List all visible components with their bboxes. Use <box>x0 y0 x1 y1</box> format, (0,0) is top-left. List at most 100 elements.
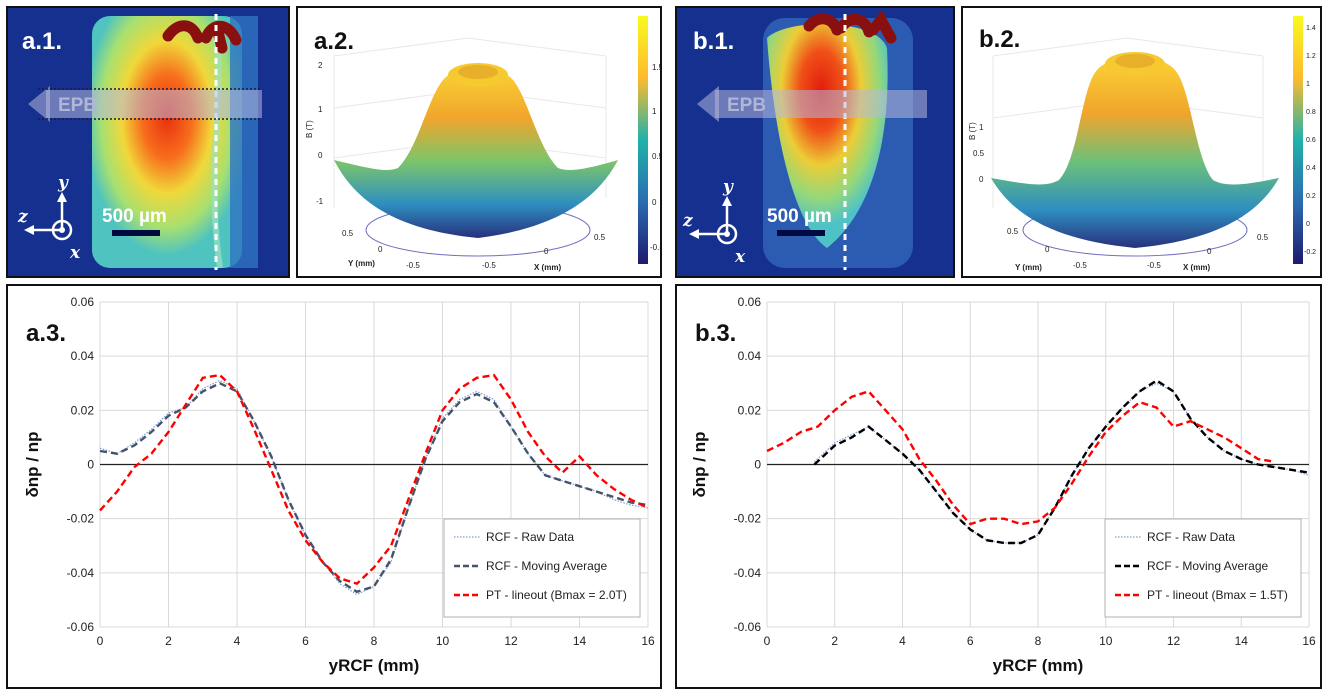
line-chart-a3: 0 2 4 6 8 10 12 14 16 0.06 0.04 0.02 0 -0.02 -0.04 -0.0… <box>23 295 655 675</box>
svg-text:0: 0 <box>1207 247 1212 256</box>
svg-text:1: 1 <box>1306 81 1310 88</box>
svg-text:-0.5: -0.5 <box>1147 261 1161 270</box>
epb-label-a1: EPB <box>58 95 97 116</box>
y-tick-label: -0.06 <box>67 620 95 634</box>
x-tick-label: 16 <box>1302 634 1316 648</box>
y-axis-label: δnp / np <box>23 431 42 497</box>
y-axis-label: δnp / np <box>690 431 709 497</box>
series-line-2 <box>766 390 1276 526</box>
legend-entry-1: RCF - Moving Average <box>486 559 607 573</box>
svg-text:0.6: 0.6 <box>1306 137 1316 144</box>
z-axis-label-a2: B (T) <box>305 120 314 138</box>
svg-text:-0.5: -0.5 <box>650 243 660 252</box>
colorbar-a2 <box>638 16 648 264</box>
panel-label-a1: a.1. <box>22 28 63 55</box>
svg-text:x: x <box>734 247 746 267</box>
svg-text:0: 0 <box>1045 245 1050 254</box>
svg-text:z: z <box>17 207 28 227</box>
panel-a1: EPB 500 µm y z x a.1. <box>6 6 290 278</box>
colorbar-b2 <box>1293 16 1303 264</box>
y-tick-label: -0.06 <box>734 620 762 634</box>
y-tick-label: -0.04 <box>734 566 762 580</box>
panel-a3: 0 2 4 6 8 10 12 14 16 0.06 0.04 0.02 0 -0.02 -0.04 -0.0… <box>6 284 662 689</box>
scale-bar-label-a1: 500 µm <box>102 206 167 227</box>
x-tick-label: 6 <box>302 634 309 648</box>
x-axis-label: yRCF (mm) <box>329 656 420 675</box>
svg-text:2: 2 <box>318 61 323 70</box>
x-axis-label: yRCF (mm) <box>993 656 1084 675</box>
x-tick-label: 4 <box>899 634 906 648</box>
panel-b1: EPB 500 µm y z x b.1. <box>675 6 955 278</box>
series-line-1 <box>813 379 1310 545</box>
x-tick-label: 2 <box>831 634 838 648</box>
x-tick-label: 8 <box>371 634 378 648</box>
legend-entry-2: PT - lineout (Bmax = 2.0T) <box>486 588 627 602</box>
y-axis-label-b2: Y (mm) <box>1015 263 1042 272</box>
y-tick-label: -0.02 <box>67 512 95 526</box>
svg-text:-0.2: -0.2 <box>1304 249 1316 256</box>
svg-text:0.5: 0.5 <box>1257 233 1269 242</box>
series-line-1 <box>99 381 649 594</box>
svg-text:0.5: 0.5 <box>973 149 985 158</box>
x-tick-label: 14 <box>1235 634 1249 648</box>
svg-text:1.5: 1.5 <box>652 63 660 72</box>
surface-plot-a2: 1.5 1 0.5 0 -0.5 2 1 0 -1 B (T) 0.5 0 -0… <box>305 16 660 272</box>
panel-label-b2: b.2. <box>979 26 1021 53</box>
svg-text:1: 1 <box>979 123 984 132</box>
svg-text:0: 0 <box>318 151 323 160</box>
svg-text:1.2: 1.2 <box>1306 53 1316 60</box>
svg-text:1: 1 <box>652 107 657 116</box>
svg-text:0: 0 <box>544 247 549 256</box>
svg-text:x: x <box>69 243 81 263</box>
x-tick-label: 14 <box>573 634 587 648</box>
svg-text:y: y <box>722 177 734 197</box>
svg-text:0.4: 0.4 <box>1306 165 1316 172</box>
x-axis-label-b2: X (mm) <box>1183 263 1210 272</box>
svg-text:z: z <box>682 211 693 231</box>
scale-bar-a1 <box>112 230 160 236</box>
panel-label-a3: a.3. <box>26 320 67 347</box>
svg-text:0.5: 0.5 <box>342 229 354 238</box>
y-tick-label: 0 <box>87 458 94 472</box>
y-tick-label: 0.06 <box>71 295 95 309</box>
x-tick-label: 0 <box>97 634 104 648</box>
legend-entry-2: PT - lineout (Bmax = 1.5T) <box>1147 588 1288 602</box>
x-tick-label: 6 <box>967 634 974 648</box>
legend-entry-0: RCF - Raw Data <box>1147 530 1235 544</box>
svg-text:0.5: 0.5 <box>594 233 606 242</box>
y-tick-label: 0.02 <box>71 403 95 417</box>
svg-text:0.5: 0.5 <box>1007 227 1019 236</box>
y-tick-label: 0.06 <box>738 295 762 309</box>
svg-text:-0.5: -0.5 <box>482 261 496 270</box>
x-tick-label: 2 <box>165 634 172 648</box>
legend <box>443 518 641 618</box>
svg-text:0: 0 <box>1306 221 1310 228</box>
x-tick-label: 10 <box>1099 634 1113 648</box>
panel-b2: 1.4 1.2 1 0.8 0.6 0.4 0.2 0 -0.2 1 0.5 0… <box>961 6 1322 278</box>
y-tick-label: 0 <box>754 458 761 472</box>
x-axis-label-a2: X (mm) <box>534 263 561 272</box>
y-tick-label: -0.04 <box>67 566 95 580</box>
panel-label-b3: b.3. <box>695 320 737 347</box>
rcf-image-b1: EPB 500 µm y z x <box>677 8 953 276</box>
y-tick-label: 0.02 <box>738 403 762 417</box>
coordinate-axes-icon-b1: y z x <box>682 177 746 267</box>
surface-plot-b2: 1.4 1.2 1 0.8 0.6 0.4 0.2 0 -0.2 1 0.5 0… <box>968 16 1316 272</box>
x-tick-label: 16 <box>641 634 655 648</box>
panel-a2: 1.5 1 0.5 0 -0.5 2 1 0 -1 B (T) 0.5 0 -0… <box>296 6 662 278</box>
scale-bar-b1 <box>777 230 825 236</box>
x-tick-label: 12 <box>504 634 518 648</box>
legend <box>1104 518 1302 618</box>
coordinate-axes-icon-a1: y z x <box>17 173 81 263</box>
x-tick-label: 0 <box>764 634 771 648</box>
x-tick-label: 4 <box>234 634 241 648</box>
svg-text:0: 0 <box>652 198 657 207</box>
svg-text:0: 0 <box>979 175 984 184</box>
y-tick-label: 0.04 <box>738 349 762 363</box>
y-tick-label: -0.02 <box>734 512 762 526</box>
svg-text:0.8: 0.8 <box>1306 109 1316 116</box>
svg-text:-0.5: -0.5 <box>406 261 420 270</box>
legend-entry-0: RCF - Raw Data <box>486 530 574 544</box>
y-tick-label: 0.04 <box>71 349 95 363</box>
svg-text:-1: -1 <box>316 197 324 206</box>
